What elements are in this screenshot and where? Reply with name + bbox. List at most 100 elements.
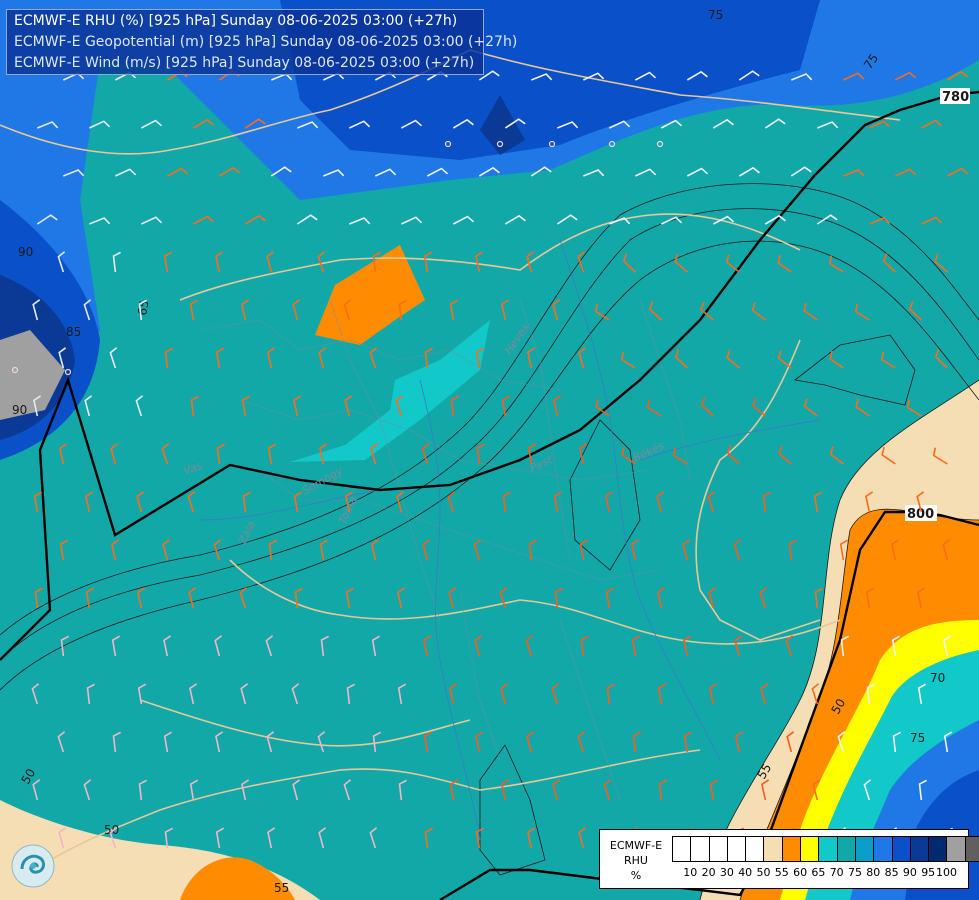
wind-barb-icon	[215, 827, 225, 849]
isoline-label-800: 800	[907, 507, 934, 522]
isoline-label-800-bg	[905, 505, 937, 521]
wind-barb-icon	[865, 491, 874, 513]
wind-barb-icon	[682, 539, 691, 561]
wind-barb-icon	[241, 395, 251, 417]
wind-barb-icon	[476, 443, 485, 465]
rhu-label-50-southwest: 50	[18, 766, 38, 786]
wind-barb-icon	[865, 587, 875, 609]
wind-barb-icon	[882, 253, 896, 273]
wind-barb-icon	[934, 253, 948, 273]
wind-barb-icon	[474, 635, 483, 657]
wind-barb-icon	[816, 214, 838, 225]
wind-barb-icon	[501, 299, 510, 321]
legend-swatch	[837, 837, 856, 861]
wind-barb-icon	[674, 253, 688, 273]
wind-barb-icon	[192, 215, 215, 225]
wind-barb-icon	[111, 635, 121, 657]
rhu-label-55-south: 55	[274, 881, 289, 895]
wind-barb-icon	[606, 683, 615, 705]
wind-barb-icon	[317, 731, 326, 753]
legend-tick-label: 20	[701, 866, 716, 879]
wind-barb-icon	[215, 347, 225, 369]
legend-tick-label: 40	[738, 866, 753, 879]
wind-barb-icon	[917, 587, 926, 609]
wind-barb-icon	[839, 539, 849, 561]
rhu-band-sw-60	[180, 857, 295, 900]
wind-barb-icon	[725, 254, 740, 273]
wind-barb-icon	[58, 827, 67, 849]
wind-barb-icon	[631, 539, 640, 561]
wind-barb-icon	[943, 635, 952, 657]
wind-barb-icon	[894, 168, 917, 177]
wind-barb-icon	[530, 166, 552, 177]
wind-barb-icon	[700, 397, 714, 417]
wind-barb-icon	[843, 169, 865, 177]
wind-barb-icon	[880, 351, 896, 369]
wind-barb-icon	[319, 443, 328, 465]
wind-barb-icon	[137, 683, 147, 705]
wind-barb-icon	[868, 120, 891, 129]
wind-barb-icon	[594, 303, 610, 321]
wind-barb-icon	[726, 349, 740, 369]
wind-barb-icon	[473, 539, 482, 561]
wind-barb-icon	[59, 539, 69, 561]
rivers	[199, 239, 821, 841]
wind-barb-icon	[553, 491, 563, 513]
wind-barb-icon	[192, 118, 214, 129]
wind-barb-icon	[374, 168, 397, 177]
legend-swatch	[947, 837, 966, 861]
wind-barb-icon	[450, 395, 459, 417]
wind-barb-icon	[738, 166, 760, 177]
wind-barb-icon	[57, 251, 66, 273]
wind-barb-icon	[812, 779, 821, 801]
wind-barb-icon	[504, 118, 526, 129]
wind-barb-icon	[216, 443, 225, 465]
wind-barb-icon	[371, 539, 380, 561]
legend-swatch	[709, 837, 728, 861]
wind-barb-icon	[658, 779, 667, 801]
calm-marker-icon	[444, 140, 452, 148]
wind-barb-icon	[343, 299, 352, 321]
wind-barb-icon	[292, 299, 301, 321]
wind-barb-icon	[293, 491, 303, 513]
legend-tick-label: 30	[719, 866, 734, 879]
wind-barb-icon	[449, 683, 458, 705]
wind-barb-icon	[88, 120, 111, 129]
wind-barb-icon	[814, 587, 823, 609]
contour-labels: 780 800 75 75 90 65 85 90 70 75 50 55 50…	[12, 8, 970, 895]
wind-barb-icon	[292, 779, 301, 801]
wind-barb-icon	[348, 120, 371, 129]
wind-barb-icon	[33, 491, 43, 513]
legend-swatch	[801, 837, 820, 861]
wind-barb-icon	[109, 347, 118, 369]
wind-barb-icon	[244, 214, 266, 225]
wind-barb-icon	[525, 635, 534, 657]
wind-barb-icon	[634, 168, 657, 177]
rhu-label-55-east: 55	[754, 761, 774, 781]
wind-barb-icon	[85, 587, 95, 609]
wind-barb-icon	[672, 447, 688, 465]
header-wind-line: ECMWF-E Wind (m/s) [925 hPa] Sunday 08-0…	[14, 55, 475, 71]
wind-barb-icon	[345, 587, 355, 609]
wind-barb-icon	[475, 731, 484, 753]
wind-barb-icon	[764, 214, 786, 225]
legend-ticks: 10 20 30 40 50 55 60 65 70 75 80 85 90 95 100	[672, 866, 965, 880]
wind-barb-icon	[371, 635, 381, 657]
wind-barb-icon	[803, 398, 818, 417]
wind-barb-icon	[700, 301, 714, 321]
wind-barb-icon	[920, 119, 943, 129]
wind-barb-icon	[140, 216, 163, 225]
isoline-label-780: 780	[942, 90, 969, 105]
rhu-band-85	[0, 0, 820, 460]
wind-barb-icon	[163, 251, 173, 273]
wind-barb-icon	[59, 443, 68, 465]
wind-barb-icon	[785, 635, 794, 657]
wind-barb-icon	[293, 395, 302, 417]
wind-barb-icon	[37, 121, 59, 129]
wind-barb-icon	[424, 347, 433, 369]
wind-barb-icon	[500, 683, 509, 705]
wind-barb-icon	[605, 491, 614, 513]
wind-barb-icon	[449, 299, 459, 321]
wind-barb-icon	[189, 299, 199, 321]
